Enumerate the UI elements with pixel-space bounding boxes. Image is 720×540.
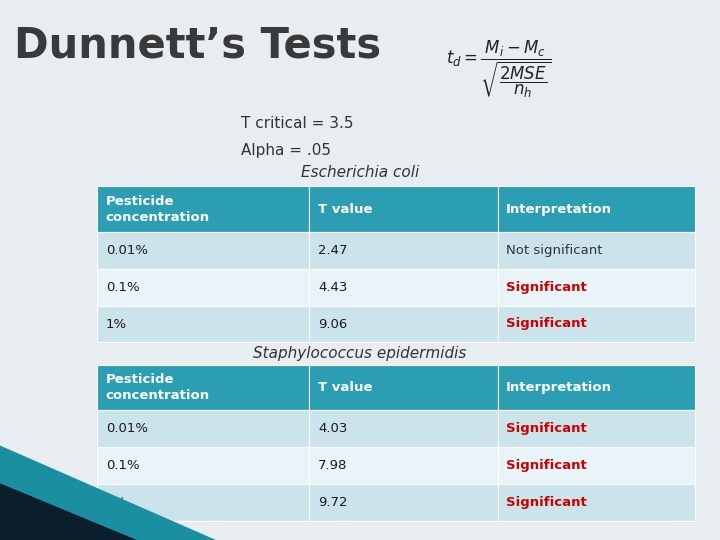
Text: 9.72: 9.72 <box>318 496 348 509</box>
Text: Escherichia coli: Escherichia coli <box>301 165 419 180</box>
Text: Staphylococcus epidermidis: Staphylococcus epidermidis <box>253 346 467 361</box>
Polygon shape <box>0 446 216 540</box>
Text: Significant: Significant <box>506 496 587 509</box>
Text: Interpretation: Interpretation <box>506 202 612 216</box>
FancyBboxPatch shape <box>97 364 310 410</box>
Text: T value: T value <box>318 381 372 394</box>
Text: 1%: 1% <box>106 496 127 509</box>
FancyBboxPatch shape <box>498 484 695 521</box>
FancyBboxPatch shape <box>97 186 310 232</box>
Text: 1%: 1% <box>106 318 127 330</box>
Text: 4.03: 4.03 <box>318 422 347 435</box>
FancyBboxPatch shape <box>498 410 695 447</box>
FancyBboxPatch shape <box>310 186 498 232</box>
FancyBboxPatch shape <box>498 232 695 269</box>
Text: 0.1%: 0.1% <box>106 281 140 294</box>
Text: 7.98: 7.98 <box>318 459 347 472</box>
FancyBboxPatch shape <box>498 306 695 342</box>
Text: Dunnett’s Tests: Dunnett’s Tests <box>14 24 382 66</box>
Text: T critical = 3.5: T critical = 3.5 <box>241 116 354 131</box>
Text: Significant: Significant <box>506 281 587 294</box>
Text: $t_d = \dfrac{M_i - M_c}{\sqrt{\dfrac{2MSE}{n_h}}}$: $t_d = \dfrac{M_i - M_c}{\sqrt{\dfrac{2M… <box>446 38 552 99</box>
Text: Significant: Significant <box>506 422 587 435</box>
FancyBboxPatch shape <box>97 447 310 484</box>
FancyBboxPatch shape <box>97 484 310 521</box>
FancyBboxPatch shape <box>310 306 498 342</box>
FancyBboxPatch shape <box>97 269 310 306</box>
Text: 0.1%: 0.1% <box>106 459 140 472</box>
FancyBboxPatch shape <box>310 269 498 306</box>
Text: Significant: Significant <box>506 459 587 472</box>
Text: Pesticide
concentration: Pesticide concentration <box>106 373 210 402</box>
FancyBboxPatch shape <box>498 269 695 306</box>
FancyBboxPatch shape <box>97 410 310 447</box>
Text: Interpretation: Interpretation <box>506 381 612 394</box>
FancyBboxPatch shape <box>310 484 498 521</box>
FancyBboxPatch shape <box>498 186 695 232</box>
Text: Significant: Significant <box>506 318 587 330</box>
Text: Not significant: Not significant <box>506 244 603 257</box>
Text: 9.06: 9.06 <box>318 318 347 330</box>
FancyBboxPatch shape <box>498 447 695 484</box>
FancyBboxPatch shape <box>97 232 310 269</box>
Text: T value: T value <box>318 202 372 216</box>
FancyBboxPatch shape <box>498 364 695 410</box>
Text: 0.01%: 0.01% <box>106 422 148 435</box>
Text: Pesticide
concentration: Pesticide concentration <box>106 195 210 224</box>
Text: 2.47: 2.47 <box>318 244 348 257</box>
FancyBboxPatch shape <box>310 364 498 410</box>
Text: 4.43: 4.43 <box>318 281 347 294</box>
FancyBboxPatch shape <box>310 232 498 269</box>
FancyBboxPatch shape <box>310 447 498 484</box>
FancyBboxPatch shape <box>97 306 310 342</box>
Text: 0.01%: 0.01% <box>106 244 148 257</box>
Polygon shape <box>0 483 137 540</box>
Text: Alpha = .05: Alpha = .05 <box>241 143 331 158</box>
FancyBboxPatch shape <box>310 410 498 447</box>
